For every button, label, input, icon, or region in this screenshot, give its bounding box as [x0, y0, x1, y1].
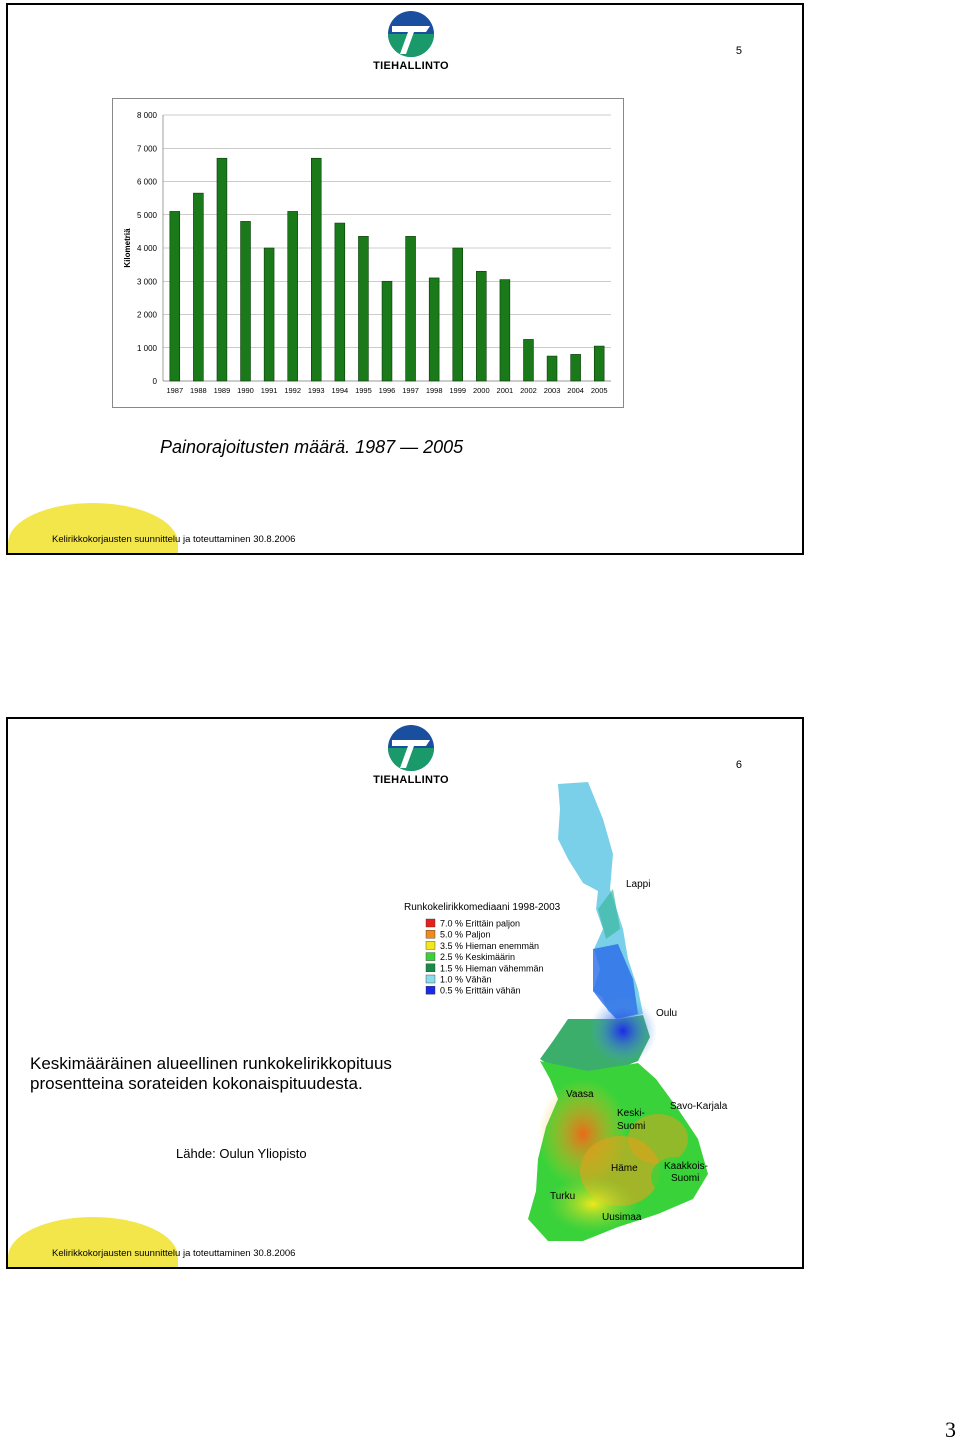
bar-1992 — [287, 211, 298, 382]
bar-1987 — [169, 211, 181, 382]
legend-swatch — [425, 918, 436, 928]
bar-2001 — [499, 279, 511, 382]
footer-decoration — [8, 503, 178, 553]
region-label: Häme — [611, 1163, 638, 1174]
bar-1995 — [358, 236, 369, 382]
region-label: Oulu — [656, 1008, 677, 1019]
region-label: Turku — [550, 1191, 575, 1202]
region-label: Kaakkois- — [664, 1161, 708, 1172]
bar-1988 — [193, 192, 204, 382]
bar-2000 — [476, 270, 487, 382]
y-tick-label: 3 000 — [137, 277, 158, 286]
tiehallinto-logo: TIEHALLINTO — [370, 10, 452, 72]
x-tick-label: 2001 — [497, 386, 514, 395]
x-tick-label: 1995 — [355, 386, 372, 395]
region-label: Suomi — [671, 1173, 699, 1184]
slide-5: TIEHALLINTO 5 Kilometriä 0 1 000 2 000 3 000… — [6, 3, 804, 555]
bar-1998 — [428, 277, 440, 382]
legend-label: 0.5 % Erittäin vähän — [440, 986, 521, 996]
y-tick-label: 7 000 — [137, 144, 158, 153]
legend-swatch — [425, 985, 436, 995]
legend-label: 3.5 % Hieman enemmän — [440, 941, 539, 951]
region-label: Keski- — [617, 1108, 645, 1119]
x-tick-label: 1987 — [166, 386, 183, 395]
logo-text: TIEHALLINTO — [373, 774, 449, 783]
region-label: Lappi — [626, 879, 650, 890]
x-tick-label: 1989 — [214, 386, 231, 395]
bar-2002 — [523, 339, 534, 382]
y-tick-label: 8 000 — [137, 111, 158, 120]
x-tick-label: 1994 — [331, 386, 348, 395]
x-tick-label: 1993 — [308, 386, 325, 395]
x-tick-label: 1991 — [261, 386, 278, 395]
legend-label: 1.0 % Vähän — [440, 975, 492, 985]
y-tick-label: 0 — [153, 377, 158, 386]
x-tick-label: 1998 — [426, 386, 443, 395]
region-label: Suomi — [617, 1121, 645, 1132]
legend-label: 7.0 % Erittäin paljon — [440, 919, 520, 929]
bar-1991 — [263, 247, 275, 382]
bar-1997 — [405, 236, 416, 382]
x-tick-label: 2004 — [567, 386, 584, 395]
bar-chart-frame: Kilometriä 0 1 000 2 000 3 000 4 000 5 000 6 00… — [112, 98, 624, 408]
map-description: Keskimääräinen alueellinen runkokelirikk… — [30, 1054, 392, 1093]
bar-2005 — [593, 345, 605, 382]
legend-swatch — [425, 941, 436, 950]
region-label: Uusimaa — [602, 1212, 642, 1223]
legend-label: 1.5 % Hieman vähemmän — [440, 963, 544, 973]
x-tick-label: 2002 — [520, 386, 537, 395]
y-tick-label: 6 000 — [137, 178, 158, 187]
slide-number: 5 — [735, 45, 742, 57]
bar-1993 — [311, 157, 322, 382]
slide-6: TIEHALLINTO 6 — [6, 717, 804, 1269]
legend-title: Runkokelirikkomediaani 1998-2003 — [404, 902, 561, 913]
footer-text: Kelirikkokorjausten suunnittelu ja toteu… — [52, 1248, 296, 1259]
x-tick-label: 2005 — [591, 386, 608, 395]
bar-chart: Kilometriä 0 1 000 2 000 3 000 4 000 5 000 6 00… — [123, 111, 611, 395]
y-tick-label: 1 000 — [137, 344, 158, 353]
x-tick-label: 1990 — [237, 386, 254, 395]
x-tick-label: 2003 — [544, 386, 561, 395]
legend-swatch — [425, 974, 436, 984]
x-tick-label: 1997 — [402, 386, 419, 395]
y-tick-label: 5 000 — [137, 211, 158, 220]
bar-1989 — [216, 157, 228, 382]
footer-text: Kelirikkokorjausten suunnittelu ja toteu… — [52, 534, 296, 545]
chart-caption: Painorajoitusten määrä. 1987 — 2005 — [160, 437, 464, 457]
x-tick-label: 1996 — [379, 386, 396, 395]
logo-text: TIEHALLINTO — [373, 60, 449, 72]
source-text: Lähde: Oulun Yliopisto — [176, 1146, 307, 1161]
finland-map: Runkokelirikkomediaani 1998-2003 7.0 % E… — [388, 779, 768, 1249]
bar-1994 — [334, 222, 346, 382]
footer-decoration — [8, 1217, 178, 1267]
legend-swatch — [425, 963, 436, 973]
y-axis-label: Kilometriä — [123, 228, 132, 268]
bar-1996 — [381, 280, 393, 382]
slide-number: 6 — [735, 759, 742, 771]
bar-1999 — [452, 247, 463, 382]
y-tick-label: 4 000 — [137, 244, 158, 253]
x-tick-label: 2000 — [473, 386, 490, 395]
region-label: Vaasa — [566, 1089, 594, 1100]
x-tick-label: 1999 — [449, 386, 466, 395]
y-tick-label: 2 000 — [137, 311, 158, 320]
region-label: Savo-Karjala — [670, 1101, 728, 1112]
legend-label: 5.0 % Paljon — [440, 930, 491, 940]
x-tick-label: 1988 — [190, 386, 207, 395]
legend-swatch — [425, 929, 436, 939]
legend-swatch — [425, 952, 436, 961]
tiehallinto-logo: TIEHALLINTO — [370, 724, 452, 786]
bar-2004 — [570, 354, 581, 382]
bar-2003 — [546, 355, 558, 382]
bar-1990 — [240, 221, 251, 382]
legend-label: 2.5 % Keskimäärin — [440, 952, 515, 962]
page-number: 3 — [945, 1417, 956, 1442]
x-tick-label: 1992 — [284, 386, 301, 395]
